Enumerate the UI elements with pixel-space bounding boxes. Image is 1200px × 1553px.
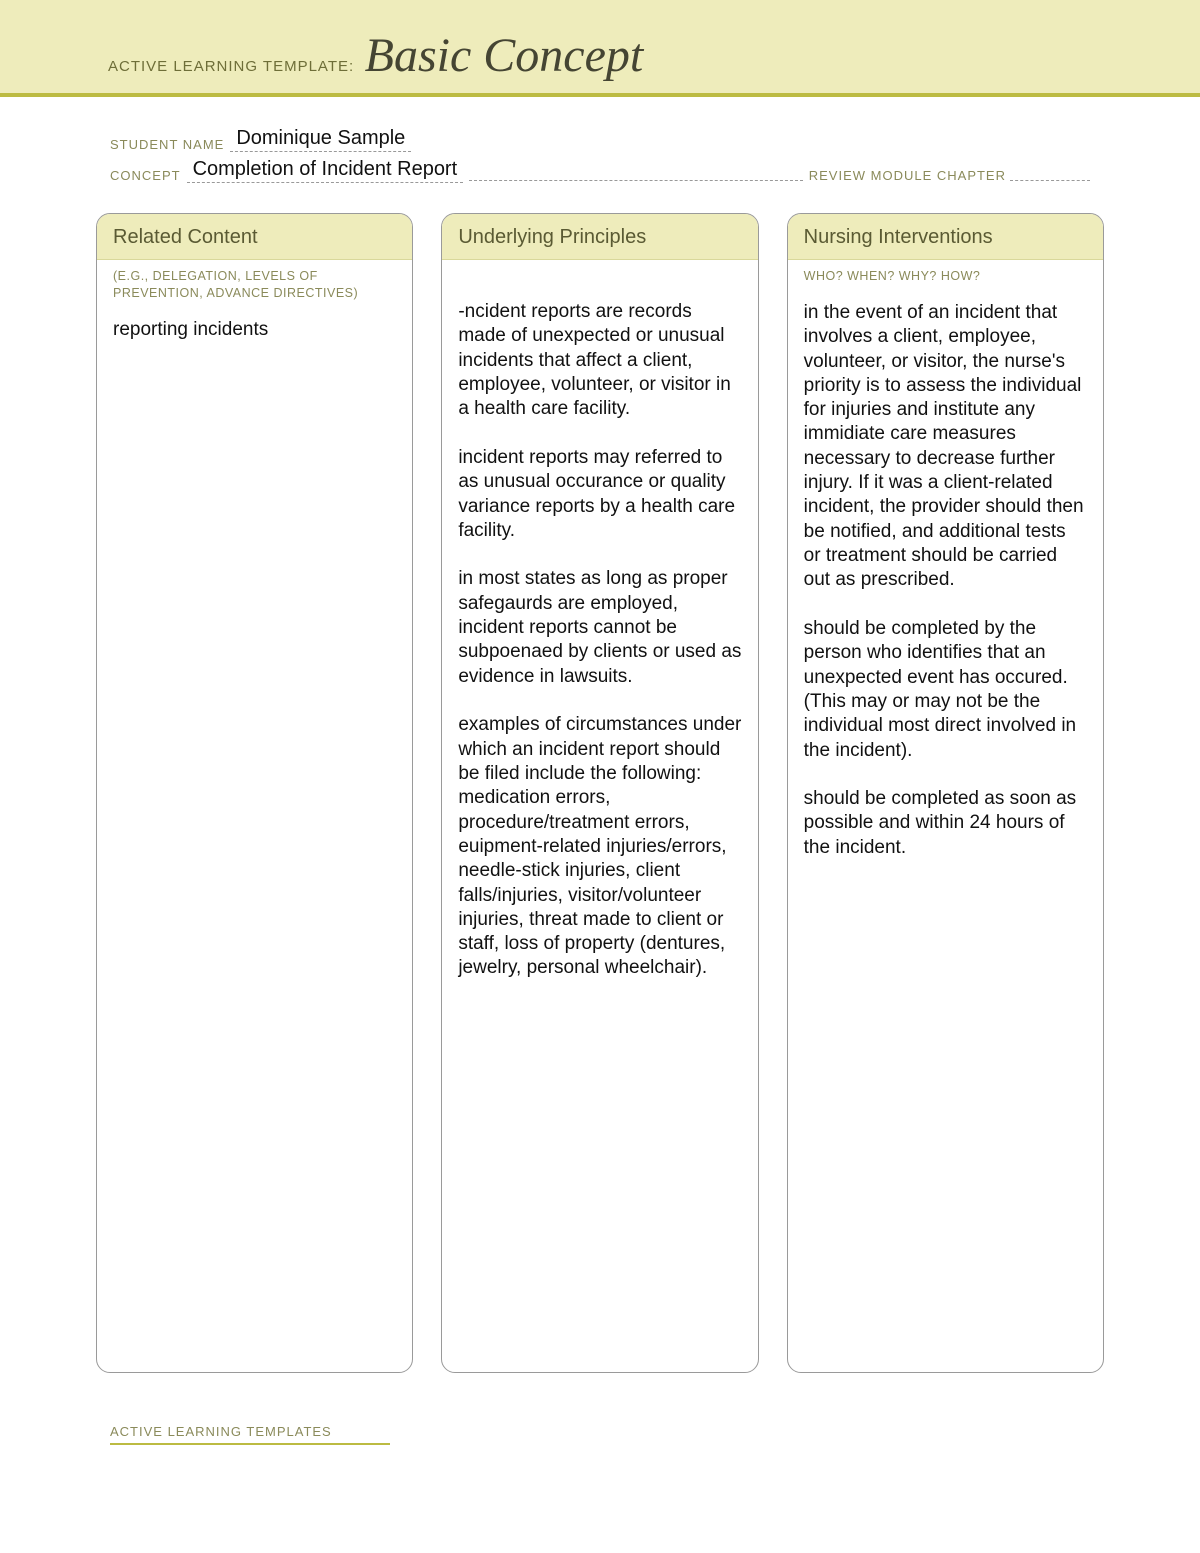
review-fill [1010,180,1090,181]
card-header: Underlying Principles [442,214,757,260]
card-header: Nursing Interventions [788,214,1103,260]
concept-label: CONCEPT [110,168,181,183]
card-related-content: Related Content (E.G., DELEGATION, LEVEL… [96,213,413,1373]
footer-text: ACTIVE LEARNING TEMPLATES [110,1424,390,1445]
meta-block: STUDENT NAME Dominique Sample CONCEPT Co… [0,97,1200,213]
header-band: ACTIVE LEARNING TEMPLATE: Basic Concept [0,0,1200,97]
card-body: -ncident reports are records made of une… [442,294,757,997]
template-title: Basic Concept [365,29,644,82]
card-subtitle [442,260,757,294]
card-nursing-interventions: Nursing Interventions WHO? WHEN? WHY? HO… [787,213,1104,1373]
concept-fill [469,180,803,181]
template-prefix: ACTIVE LEARNING TEMPLATE: [108,58,354,75]
concept-row: CONCEPT Completion of Incident Report RE… [110,158,1090,183]
card-underlying-principles: Underlying Principles -ncident reports a… [441,213,758,1373]
student-label: STUDENT NAME [110,137,224,152]
review-label: REVIEW MODULE CHAPTER [809,168,1006,183]
card-body: reporting incidents [97,312,412,358]
card-body: in the event of an incident that involve… [788,295,1103,876]
footer: ACTIVE LEARNING TEMPLATES [0,1413,1200,1475]
card-header: Related Content [97,214,412,260]
student-value: Dominique Sample [230,127,411,152]
columns-container: Related Content (E.G., DELEGATION, LEVEL… [0,213,1200,1413]
card-subtitle: WHO? WHEN? WHY? HOW? [788,260,1103,295]
concept-value: Completion of Incident Report [187,158,464,183]
header-inner: ACTIVE LEARNING TEMPLATE: Basic Concept [0,28,1200,83]
student-row: STUDENT NAME Dominique Sample [110,127,1090,152]
card-subtitle: (E.G., DELEGATION, LEVELS OF PREVENTION,… [97,260,412,312]
